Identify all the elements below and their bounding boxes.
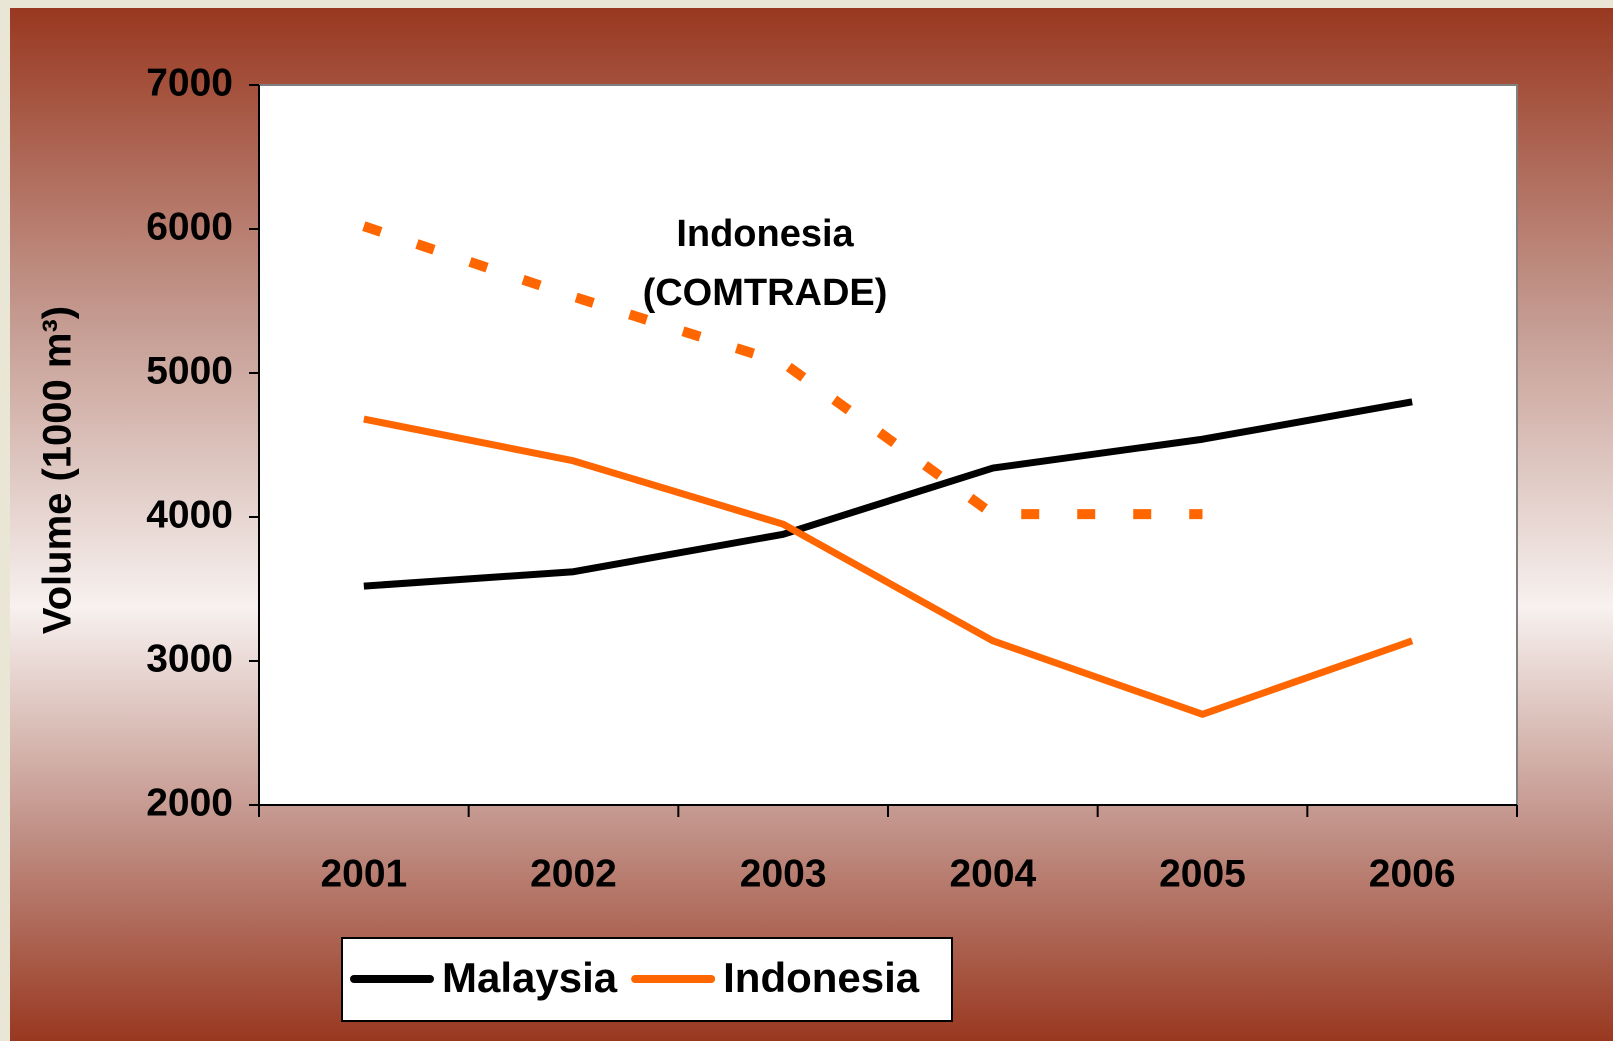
- line: [363, 415, 1414, 718]
- annotation: (COMTRADE): [643, 272, 888, 314]
- x-tick-label: 2005: [1159, 852, 1246, 895]
- y-tick-label: 6000: [146, 205, 233, 248]
- legend-label: Malaysia: [442, 954, 618, 1001]
- x-tick-label: 2004: [949, 852, 1036, 895]
- y-tick-label: 7000: [146, 61, 233, 104]
- legend-label: Indonesia: [723, 954, 920, 1001]
- y-tick-label: 5000: [146, 349, 233, 392]
- y-tick-label: 2000: [146, 781, 233, 824]
- line: [363, 398, 1413, 590]
- x-tick-label: 2002: [530, 852, 617, 895]
- x-tick-label: 2006: [1369, 852, 1456, 895]
- y-tick-label: 4000: [146, 493, 233, 536]
- x-tick-label: 2001: [320, 852, 407, 895]
- x-tick-label: 2003: [740, 852, 827, 895]
- y-tick-label: 3000: [146, 637, 233, 680]
- annotation: Indonesia: [676, 213, 854, 255]
- plot-area: [258, 84, 1518, 806]
- y-axis-label: Volume (1000 m³): [36, 306, 80, 634]
